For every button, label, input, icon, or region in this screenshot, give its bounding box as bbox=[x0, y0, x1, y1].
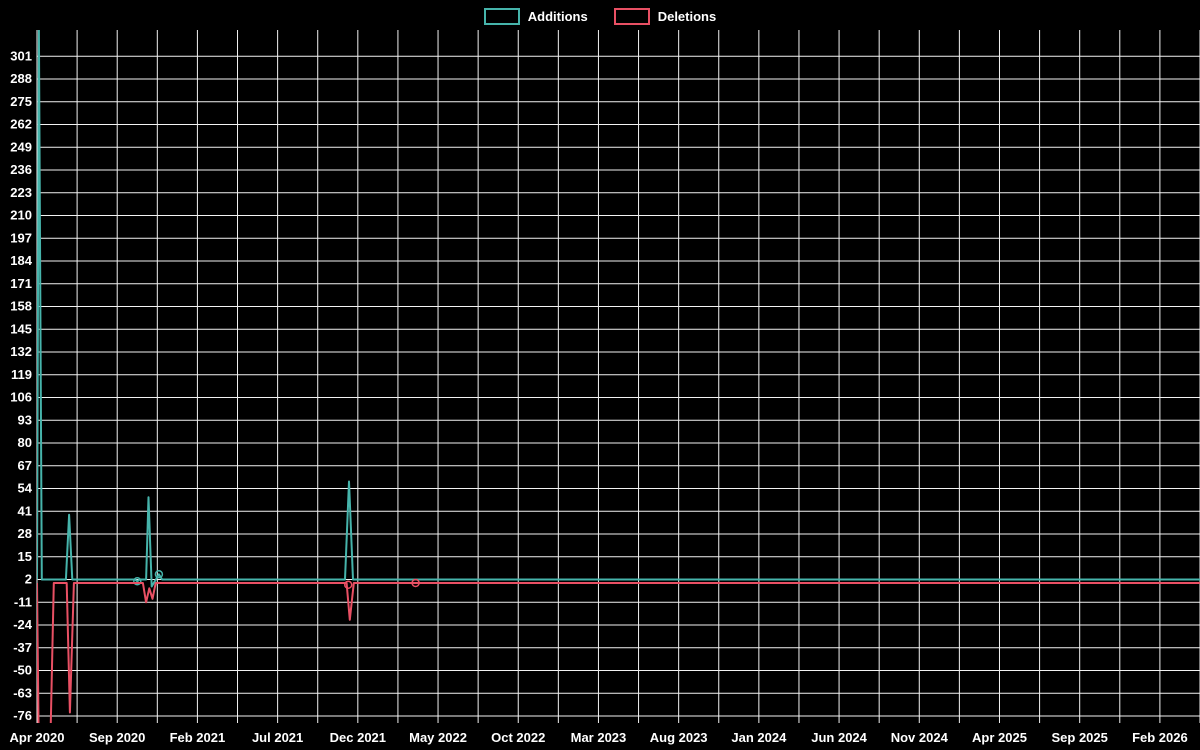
x-tick-label: Feb 2026 bbox=[1132, 730, 1188, 745]
grid-lines bbox=[36, 30, 1200, 723]
legend-label-additions: Additions bbox=[527, 9, 588, 24]
data-point-marker-deletions bbox=[411, 578, 420, 588]
y-tick-label: 223 bbox=[10, 185, 32, 200]
x-axis-labels: Apr 2020 Sep 2020 Feb 2021 Jul 2021 Dec 2021… bbox=[10, 730, 1188, 745]
y-tick-label: 15 bbox=[18, 549, 32, 564]
y-tick-label: 67 bbox=[18, 458, 32, 473]
y-tick-label: 158 bbox=[10, 299, 32, 314]
x-tick-label: Dec 2021 bbox=[330, 730, 386, 745]
y-tick-label: 80 bbox=[18, 435, 32, 450]
legend-label-deletions: Deletions bbox=[657, 9, 717, 24]
x-tick-label: Jun 2024 bbox=[811, 730, 867, 745]
x-tick-label: Nov 2024 bbox=[891, 730, 949, 745]
x-tick-label: Sep 2020 bbox=[89, 730, 145, 745]
data-point-marker-additions bbox=[154, 570, 164, 579]
x-tick-label: Sep 2025 bbox=[1052, 730, 1108, 745]
y-tick-label: 119 bbox=[11, 367, 32, 382]
x-tick-label: Aug 2023 bbox=[650, 730, 708, 745]
y-tick-label: 249 bbox=[10, 139, 32, 154]
y-tick-label: 106 bbox=[10, 390, 32, 405]
y-tick-label: -50 bbox=[13, 663, 32, 678]
legend-item-additions[interactable]: Additions bbox=[483, 8, 588, 25]
y-tick-label: 145 bbox=[10, 321, 32, 336]
series-lines bbox=[37, 30, 1200, 723]
y-tick-label: 2 bbox=[25, 572, 32, 587]
legend: Additions Deletions bbox=[0, 8, 1200, 25]
y-tick-label: 28 bbox=[18, 526, 32, 541]
data-point-marker-additions bbox=[133, 577, 142, 586]
legend-item-deletions[interactable]: Deletions bbox=[613, 8, 717, 25]
y-tick-label: 132 bbox=[10, 344, 32, 359]
y-tick-label: 93 bbox=[18, 412, 32, 427]
x-tick-label: Jul 2021 bbox=[252, 730, 303, 745]
x-tick-label: Jan 2024 bbox=[731, 730, 787, 745]
y-tick-label: 197 bbox=[10, 230, 32, 245]
series-line-additions bbox=[37, 30, 1200, 588]
x-tick-label: Feb 2021 bbox=[170, 730, 226, 745]
y-tick-label: 236 bbox=[10, 162, 32, 177]
y-tick-label: 275 bbox=[10, 94, 32, 109]
y-tick-label: 288 bbox=[10, 71, 32, 86]
y-tick-label: -76 bbox=[13, 708, 32, 723]
x-tick-label: Apr 2020 bbox=[10, 730, 65, 745]
y-tick-label: -24 bbox=[13, 617, 33, 632]
y-tick-label: 171 bbox=[10, 276, 32, 291]
x-tick-label: Mar 2023 bbox=[571, 730, 627, 745]
y-tick-label: 54 bbox=[18, 481, 33, 496]
y-axis-labels: 301 288 275 262 249 236 223 210 197 184 171 158 145 1… bbox=[10, 48, 32, 723]
y-tick-label: 184 bbox=[10, 253, 32, 268]
y-tick-label: 262 bbox=[10, 117, 32, 132]
y-tick-label: -11 bbox=[14, 594, 32, 609]
y-tick-label: 210 bbox=[10, 208, 32, 223]
x-tick-label: Apr 2025 bbox=[972, 730, 1027, 745]
x-tick-label: May 2022 bbox=[409, 730, 467, 745]
y-tick-label: 301 bbox=[10, 48, 32, 63]
additions-swatch bbox=[483, 8, 520, 25]
series-line-deletions bbox=[37, 582, 1200, 723]
y-tick-label: -37 bbox=[13, 640, 32, 655]
deletions-swatch bbox=[613, 8, 650, 25]
x-tick-label: Oct 2022 bbox=[491, 730, 545, 745]
data-point-marker-deletions bbox=[343, 580, 353, 590]
y-tick-label: -63 bbox=[13, 685, 32, 700]
y-tick-label: 41 bbox=[18, 503, 32, 518]
